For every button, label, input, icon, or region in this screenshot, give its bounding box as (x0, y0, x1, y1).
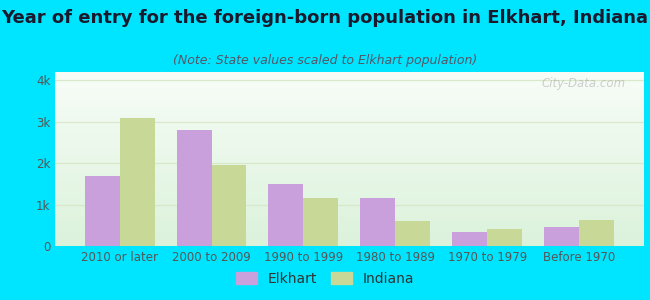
Text: Year of entry for the foreign-born population in Elkhart, Indiana: Year of entry for the foreign-born popul… (1, 9, 649, 27)
Bar (452, 232, 488, 246)
Text: City-Data.com: City-Data.com (541, 77, 626, 90)
Bar (84, 176, 120, 246)
Bar (177, 130, 211, 246)
Bar (488, 230, 522, 246)
Bar (211, 165, 246, 246)
Text: (Note: State values scaled to Elkhart population): (Note: State values scaled to Elkhart po… (173, 54, 477, 67)
Bar (268, 184, 304, 246)
Bar (579, 220, 614, 246)
Bar (120, 118, 155, 246)
Bar (544, 227, 579, 246)
Bar (395, 221, 430, 246)
Legend: Elkhart, Indiana: Elkhart, Indiana (231, 268, 419, 290)
Bar (304, 198, 339, 246)
Bar (360, 198, 395, 246)
